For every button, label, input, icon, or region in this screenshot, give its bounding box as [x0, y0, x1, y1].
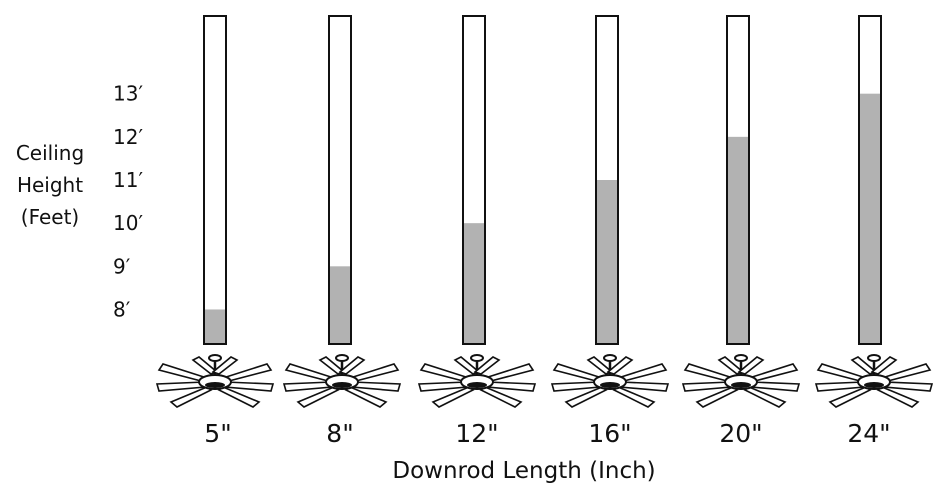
- bar-outline-2: [462, 15, 486, 345]
- bar-fill-5: [859, 93, 881, 345]
- x-tick-label-2: 12": [455, 419, 498, 448]
- bar-fill-3: [596, 180, 618, 344]
- x-tick-labels: 5" 8" 12" 16" 20" 24": [204, 419, 890, 448]
- bar-2: [462, 15, 486, 345]
- bar-fill-4: [727, 136, 749, 344]
- ceiling-fan-icon-1: [282, 353, 402, 409]
- bar-4: [726, 15, 750, 345]
- ceiling-fan-icon-4: [681, 353, 801, 409]
- ceiling-fan-icon-0: [155, 353, 275, 409]
- x-tick-label-5: 24": [847, 419, 890, 448]
- y-axis-label-line-1: Ceiling: [16, 141, 84, 165]
- y-tick-label-1: 9′: [113, 254, 131, 278]
- x-tick-label-4: 20": [719, 419, 762, 448]
- y-axis-label-line-2: Height: [17, 173, 83, 197]
- bar-outline-1: [328, 15, 352, 345]
- ceiling-fan-icon-3: [550, 353, 670, 409]
- bar-3: [595, 15, 619, 345]
- y-tick-label-0: 8′: [113, 297, 131, 321]
- bar-outline-5: [858, 15, 882, 345]
- x-axis-label: Downrod Length (Inch): [392, 458, 655, 484]
- x-tick-label-1: 8": [326, 419, 353, 448]
- y-tick-label-4: 12′: [113, 125, 143, 149]
- y-axis-label: Ceiling Height (Feet): [16, 141, 84, 229]
- bar-fill-0: [204, 309, 226, 344]
- y-tick-label-3: 11′: [113, 168, 143, 192]
- x-tick-label-3: 16": [588, 419, 631, 448]
- bars: [203, 15, 882, 345]
- y-tick-labels: 8′ 9′ 10′ 11′ 12′ 13′: [113, 82, 143, 322]
- ceiling-fan-icon-2: [417, 353, 537, 409]
- x-tick-label-0: 5": [204, 419, 231, 448]
- bar-0: [203, 15, 227, 345]
- fan-icons: [155, 353, 934, 409]
- bar-5: [858, 15, 882, 345]
- bar-fill-1: [329, 266, 351, 344]
- ceiling-fan-icon-5: [814, 353, 934, 409]
- y-tick-label-2: 10′: [113, 211, 143, 235]
- bar-outline-4: [726, 15, 750, 345]
- y-tick-label-5: 13′: [113, 82, 143, 106]
- y-axis-label-line-3: (Feet): [21, 205, 79, 229]
- bar-1: [328, 15, 352, 345]
- bar-fill-2: [463, 223, 485, 344]
- bar-outline-3: [595, 15, 619, 345]
- bar-outline-0: [203, 15, 227, 345]
